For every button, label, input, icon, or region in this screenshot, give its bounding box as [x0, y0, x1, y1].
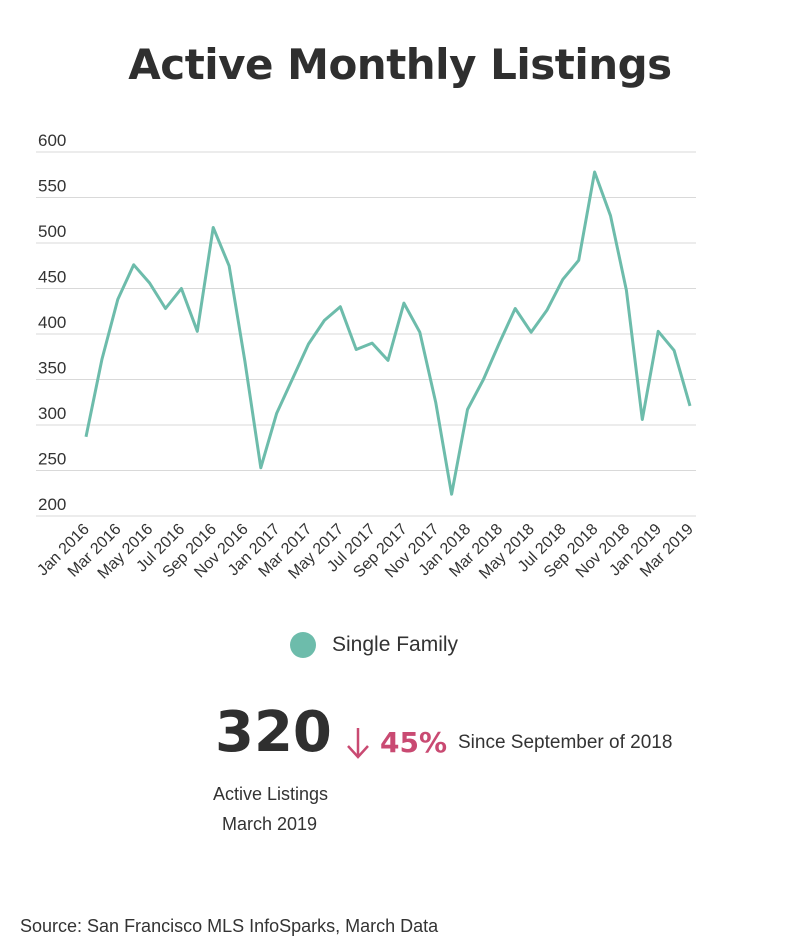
y-tick-label: 250 [38, 450, 66, 469]
y-tick-label: 450 [38, 268, 66, 287]
y-tick-label: 200 [38, 495, 66, 514]
change-percent: 45% [380, 726, 448, 759]
y-tick-label: 300 [38, 404, 66, 423]
gridlines [36, 151, 696, 517]
series-line-single-family [84, 170, 692, 496]
y-tick-label: 500 [38, 222, 66, 241]
caption-line1: Active Listings [213, 784, 329, 804]
arrow-down-icon [347, 728, 369, 759]
y-tick-label: 550 [38, 177, 66, 196]
y-tick-label: 400 [38, 313, 66, 332]
legend: Single Family [290, 632, 458, 658]
caption-line2: March 2019 [222, 814, 318, 834]
since-label: Since September of 2018 [458, 732, 673, 753]
legend-label: Single Family [332, 633, 459, 656]
y-tick-label: 600 [38, 131, 66, 150]
y-tick-label: 350 [38, 359, 66, 378]
legend-circle-icon [290, 632, 316, 658]
chart-title: Active Monthly Listings [128, 40, 672, 89]
y-axis-ticks: 200 250 300 350 400 450 500 550 600 [38, 131, 66, 514]
source-note: Source: San Francisco MLS InfoSparks, Ma… [20, 916, 439, 936]
active-listings-value: 320 [215, 700, 332, 765]
line-chart: 200 250 300 350 400 450 500 550 600 Jan 2016Mar … [34, 131, 697, 583]
